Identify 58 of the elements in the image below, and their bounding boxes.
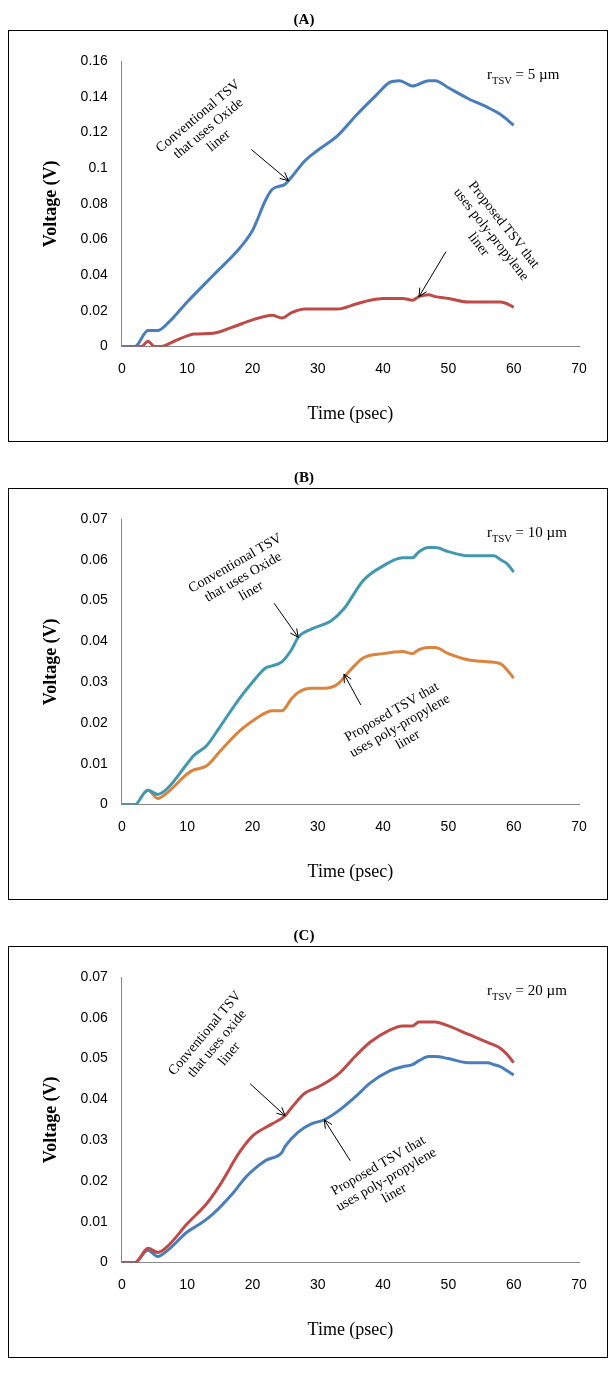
- y-tick-label: 0.02: [80, 713, 109, 730]
- y-tick-label: 0.05: [80, 1049, 109, 1066]
- chart-title: (B): [293, 468, 315, 487]
- x-tick-label: 40: [375, 359, 392, 376]
- y-tick-label: 0: [100, 1253, 109, 1270]
- x-tick-label: 50: [440, 359, 457, 376]
- x-tick-label: 60: [505, 359, 522, 376]
- chart-title: (C): [292, 926, 316, 945]
- x-tick-label: 60: [505, 1275, 522, 1292]
- y-axis-title: Voltage (V): [40, 160, 62, 248]
- y-tick-label: 0.01: [80, 754, 109, 771]
- y-tick-label: 0.14: [80, 87, 109, 104]
- x-tick-label: 10: [179, 359, 196, 376]
- y-tick-label: 0.03: [80, 673, 109, 690]
- y-tick-label: 0.04: [80, 632, 109, 649]
- x-tick-label: 70: [571, 1275, 587, 1292]
- x-tick-label: 30: [309, 817, 326, 834]
- x-tick-label: 70: [571, 359, 587, 376]
- x-tick-label: 70: [571, 817, 587, 834]
- y-tick-label: 0.12: [80, 123, 109, 140]
- x-axis-title: Time (psec): [307, 860, 394, 882]
- x-tick-label: 50: [440, 1275, 457, 1292]
- y-tick-label: 0.02: [80, 1171, 109, 1188]
- y-tick-label: 0.08: [80, 194, 109, 211]
- y-tick-label: 0.06: [80, 1008, 109, 1025]
- y-tick-label: 0.05: [80, 591, 109, 608]
- y-tick-label: 0.16: [80, 51, 109, 68]
- x-tick-label: 20: [244, 359, 261, 376]
- y-tick-label: 0.06: [80, 230, 109, 247]
- x-tick-label: 30: [309, 1275, 326, 1292]
- y-tick-label: 0.02: [80, 301, 109, 318]
- x-tick-label: 20: [244, 817, 261, 834]
- y-tick-label: 0.03: [80, 1131, 109, 1148]
- x-tick-label: 40: [375, 817, 392, 834]
- x-tick-label: 50: [440, 817, 457, 834]
- x-tick-label: 30: [309, 359, 326, 376]
- y-tick-label: 0.01: [80, 1212, 109, 1229]
- y-tick-label: 0.07: [80, 509, 109, 526]
- x-axis-title: Time (psec): [307, 402, 394, 424]
- y-tick-label: 0.06: [80, 550, 109, 567]
- y-tick-label: 0: [100, 337, 109, 354]
- x-tick-label: 40: [375, 1275, 392, 1292]
- x-tick-label: 10: [179, 1275, 196, 1292]
- y-axis-title: Voltage (V): [40, 618, 62, 706]
- x-tick-label: 10: [179, 817, 196, 834]
- x-axis-title: Time (psec): [307, 1318, 394, 1340]
- x-tick-label: 20: [244, 1275, 261, 1292]
- chart-title: (A): [292, 10, 316, 29]
- x-tick-label: 0: [117, 1275, 126, 1292]
- x-tick-label: 0: [117, 817, 126, 834]
- y-tick-label: 0.1: [88, 158, 109, 175]
- y-tick-label: 0.04: [80, 266, 109, 283]
- y-axis-title: Voltage (V): [40, 1076, 62, 1164]
- y-tick-label: 0: [100, 795, 109, 812]
- x-tick-label: 0: [117, 359, 126, 376]
- x-tick-label: 60: [505, 817, 522, 834]
- y-tick-label: 0.04: [80, 1090, 109, 1107]
- y-tick-label: 0.07: [80, 967, 109, 984]
